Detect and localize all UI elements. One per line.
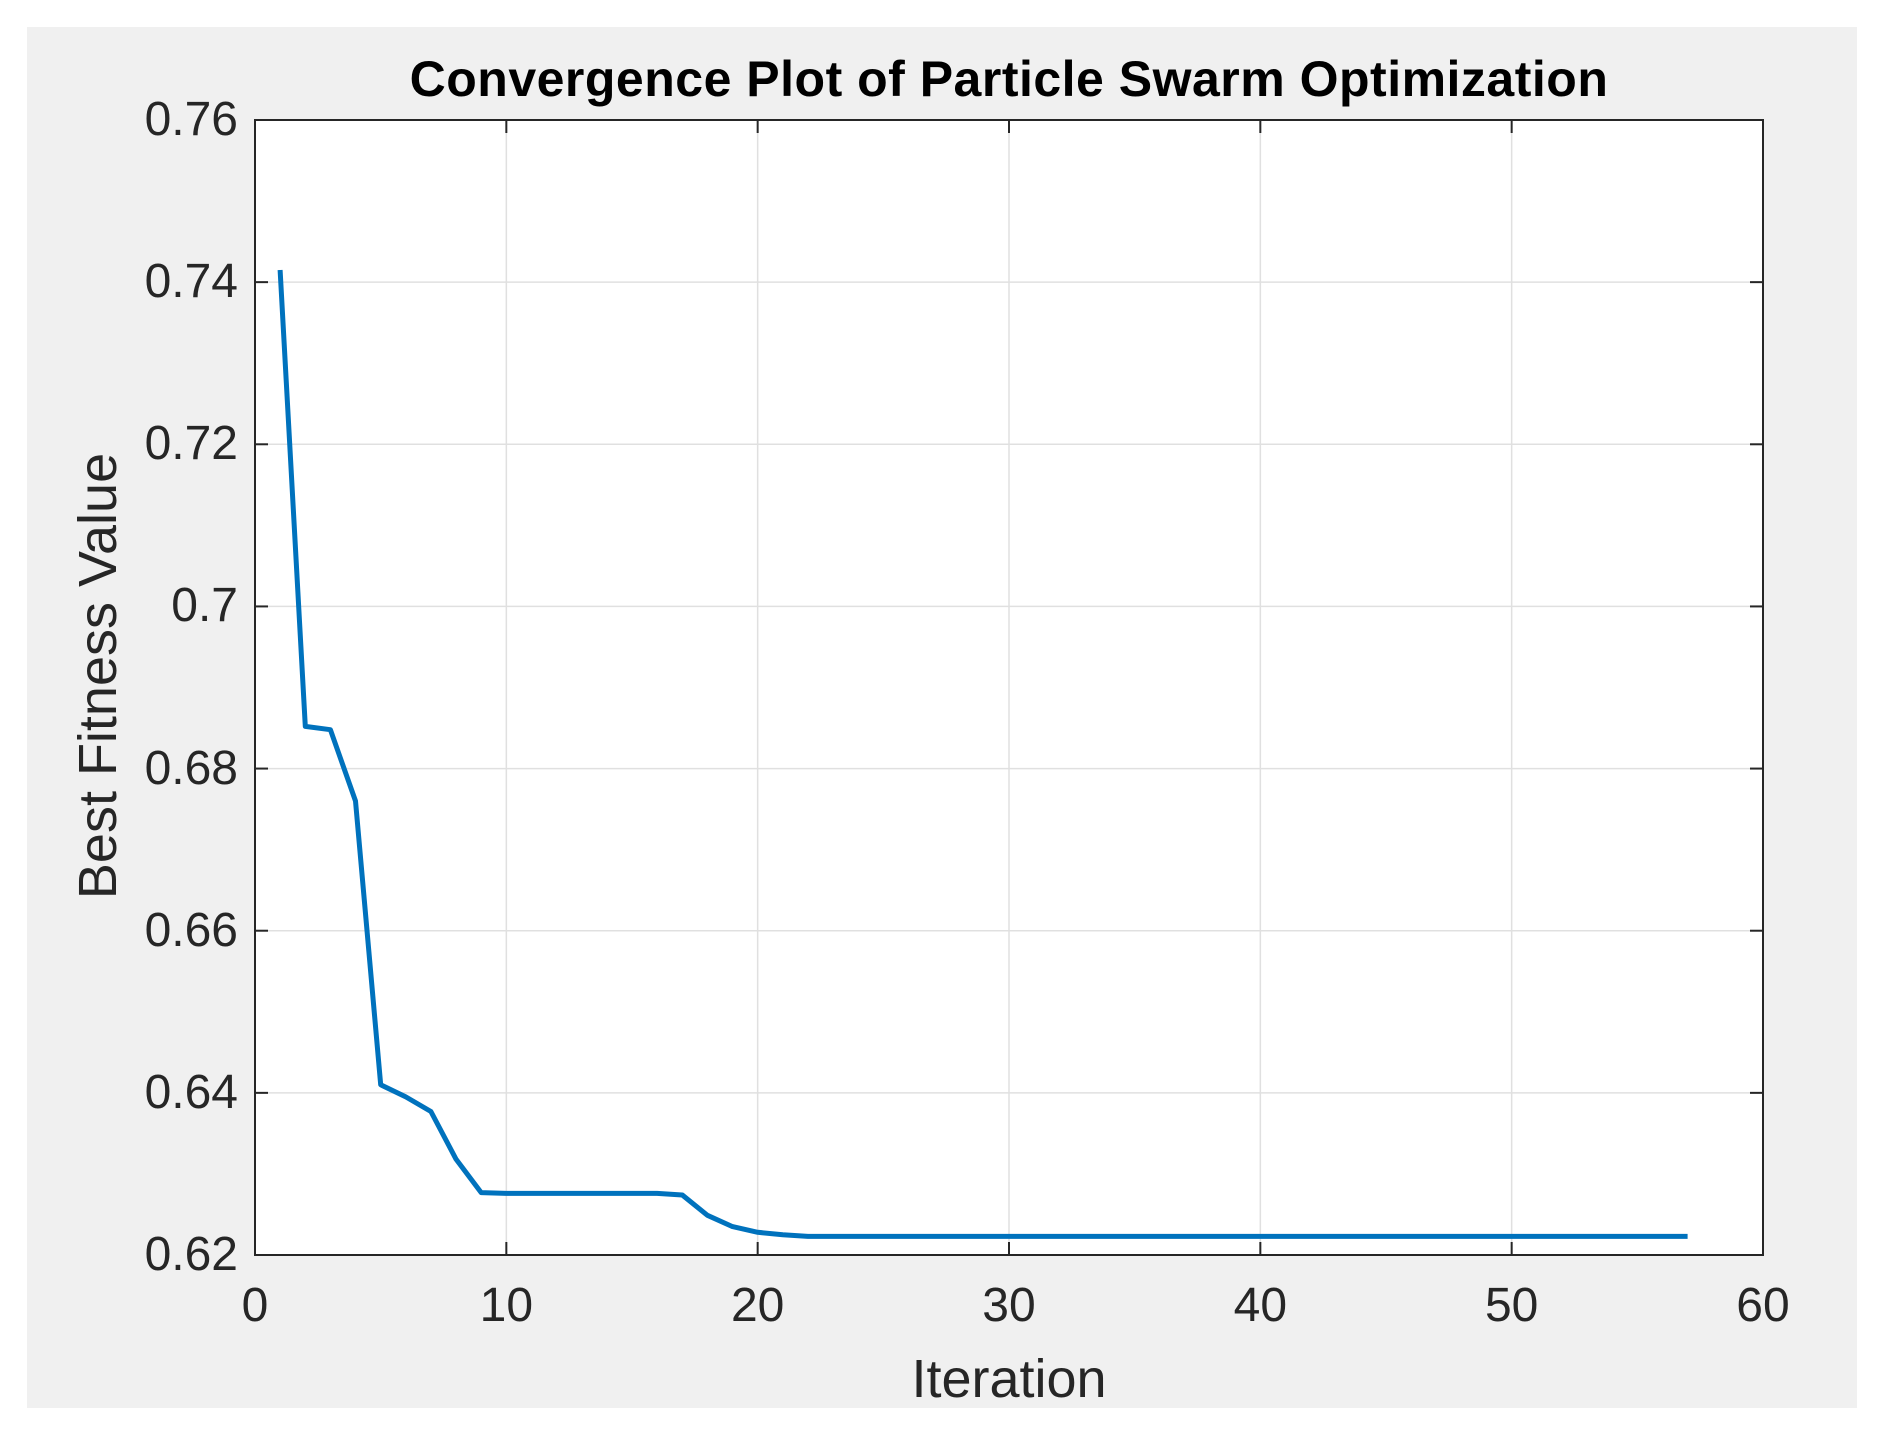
x-tick-label: 20 xyxy=(730,1279,785,1332)
x-tick-label: 0 xyxy=(241,1279,269,1332)
y-tick-label: 0.7 xyxy=(171,579,238,633)
x-tick-label: 10 xyxy=(479,1279,534,1332)
y-tick-label: 0.62 xyxy=(144,1228,238,1281)
y-tick-label: 0.64 xyxy=(144,1065,238,1119)
y-tick-label: 0.76 xyxy=(144,93,238,146)
x-axis-label: Iteration xyxy=(911,1349,1107,1409)
y-tick-label: 0.66 xyxy=(144,903,238,957)
y-axis-label: Best Fitness Value xyxy=(68,452,128,900)
x-tick-label: 40 xyxy=(1233,1279,1288,1332)
y-tick-label: 0.72 xyxy=(144,417,238,471)
convergence-line xyxy=(277,269,1688,1239)
chart-title: Convergence Plot of Particle Swarm Optim… xyxy=(409,51,1609,107)
x-tick-label: 60 xyxy=(1736,1279,1790,1332)
x-tick-label: 50 xyxy=(1484,1279,1539,1332)
x-tick-label: 30 xyxy=(982,1279,1036,1332)
y-tick-label: 0.68 xyxy=(144,741,238,795)
y-tick-label: 0.74 xyxy=(144,255,238,309)
